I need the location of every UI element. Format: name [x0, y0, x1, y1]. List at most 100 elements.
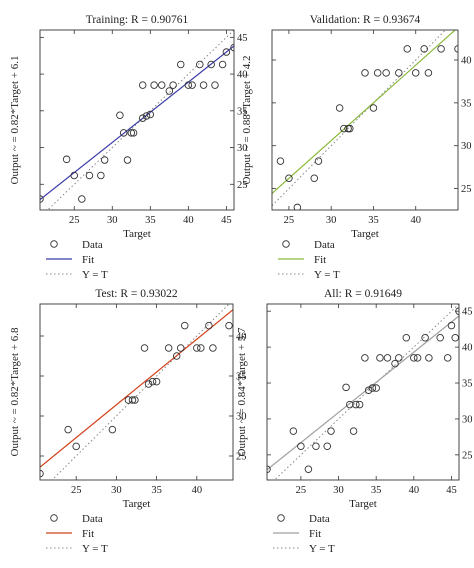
data-point	[225, 321, 233, 330]
data-point	[436, 334, 444, 342]
chart-title: Validation: R = 0.93674	[310, 14, 421, 26]
data-point	[85, 171, 94, 180]
data-point	[361, 69, 369, 77]
x-tick-label: 25	[284, 215, 295, 226]
axes-frame	[271, 29, 459, 211]
data-point	[184, 81, 193, 89]
data-point	[410, 354, 418, 362]
fit-line	[272, 30, 457, 194]
data-point	[372, 384, 380, 392]
data-point	[368, 384, 377, 392]
data-point	[218, 60, 227, 69]
x-tick-label: 30	[107, 215, 118, 226]
data-point	[340, 124, 348, 133]
data-point	[207, 60, 215, 69]
legend-label-identity: Y = T	[82, 269, 108, 281]
data-point	[297, 442, 305, 450]
data-point	[285, 174, 293, 183]
fit-line	[267, 315, 459, 471]
legend-label-data: Data	[314, 239, 335, 251]
data-point	[97, 171, 105, 180]
panel-test: Test: R = 0.93022 25 30 35 40 25 30 35 40 Target O…	[9, 288, 247, 555]
data-point	[447, 321, 456, 330]
data-point	[346, 124, 354, 133]
data-point	[335, 104, 344, 112]
identity-line	[46, 30, 234, 210]
legend-label-fit: Fit	[309, 528, 321, 540]
data-point	[176, 344, 185, 352]
data-point	[402, 334, 411, 342]
chart-title: All: R = 0.91649	[324, 288, 402, 300]
data-point	[205, 321, 213, 330]
data-point	[421, 334, 429, 342]
legend-label-identity: Y = T	[309, 543, 335, 555]
data-point	[361, 354, 369, 362]
x-tick-label: 25	[69, 215, 80, 226]
y-axis-label: Output ~ = 0.88*Target + 4.2	[241, 56, 253, 185]
identity-line	[273, 304, 459, 480]
data-point	[148, 377, 157, 386]
y-tick-label: 45	[462, 307, 473, 318]
legend-label-identity: Y = T	[82, 543, 108, 555]
data-point	[276, 157, 285, 165]
data-point	[314, 157, 323, 165]
chart-title: Test: R = 0.93022	[95, 288, 178, 300]
x-tick-label: 40	[192, 485, 203, 496]
data-point	[376, 354, 384, 362]
x-tick-label: 35	[368, 215, 379, 226]
y-axis-label: Output ~ = 0.82*Target + 6.1	[9, 56, 21, 185]
data-point	[323, 442, 331, 450]
data-point	[164, 344, 173, 352]
data-point	[289, 427, 298, 435]
data-point	[144, 380, 153, 388]
data-point	[369, 104, 378, 112]
data-point	[193, 344, 201, 352]
fit-line	[40, 309, 233, 468]
y-tick-label: 25	[461, 184, 472, 195]
data-point	[437, 45, 445, 53]
data-point	[188, 81, 196, 89]
data-point	[70, 171, 78, 180]
data-point	[211, 81, 219, 89]
x-axis-label: Target	[349, 498, 377, 510]
data-point	[127, 129, 136, 137]
fit-line	[40, 45, 234, 201]
data-point	[443, 354, 452, 362]
data-point	[312, 442, 320, 450]
y-tick-label: 40	[462, 343, 473, 354]
x-axis-label: Target	[351, 228, 379, 240]
data-point	[373, 69, 382, 77]
x-axis-label: Target	[123, 498, 151, 510]
data-point	[169, 81, 177, 89]
x-tick-label: 25	[296, 485, 307, 496]
data-point	[327, 427, 335, 435]
data-point	[222, 48, 231, 56]
x-tick-label: 40	[410, 215, 421, 226]
legend-label-fit: Fit	[82, 254, 94, 266]
data-point	[100, 156, 109, 164]
x-tick-label: 40	[183, 215, 194, 226]
x-tick-label: 45	[221, 215, 232, 226]
data-point	[349, 427, 358, 435]
axes-frame	[39, 29, 235, 211]
data-point	[420, 45, 428, 53]
legend-data-marker	[50, 240, 58, 248]
data-point	[411, 69, 420, 77]
data-point	[128, 396, 137, 404]
data-point	[382, 69, 390, 77]
plot-area	[40, 30, 234, 210]
x-tick-label: 35	[151, 485, 162, 496]
legend-label-data: Data	[309, 513, 330, 525]
y-tick-label: 30	[237, 143, 248, 154]
y-tick-label: 45	[237, 33, 248, 44]
data-point	[152, 377, 161, 386]
legend-label-data: Data	[82, 513, 103, 525]
data-point	[197, 344, 205, 352]
y-tick-label: 35	[236, 372, 247, 383]
data-point	[64, 425, 72, 434]
panel-training: Training: R = 0.90761 25 30 35 40 45 25 30 35 40 4…	[9, 14, 248, 281]
data-point	[180, 321, 189, 330]
data-point	[413, 354, 422, 362]
y-tick-label: 30	[236, 412, 247, 423]
